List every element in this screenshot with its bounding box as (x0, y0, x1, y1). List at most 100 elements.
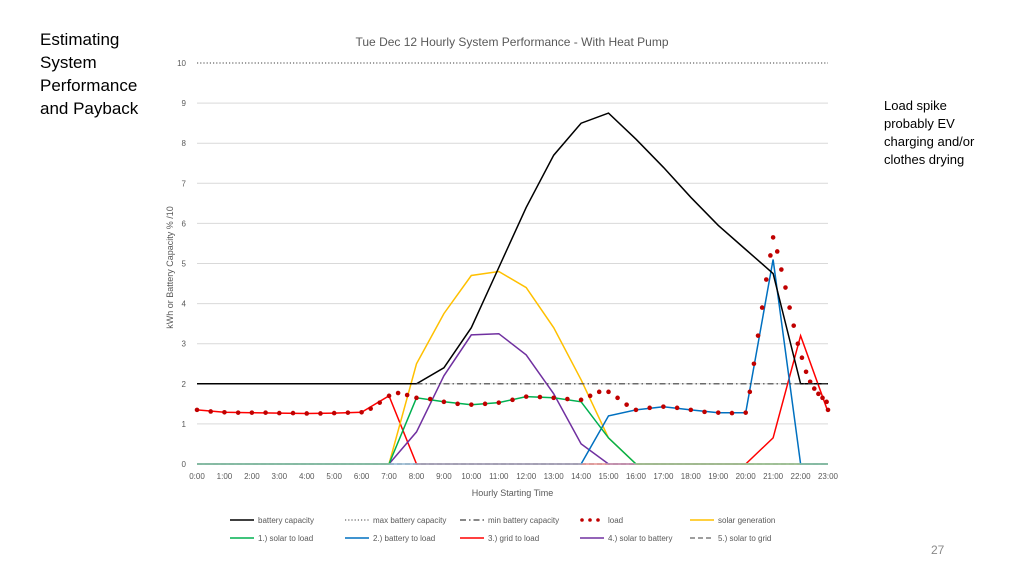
legend-swatch-dot (580, 518, 584, 522)
load-point (496, 400, 502, 405)
x-tick-label: 7:00 (381, 472, 397, 481)
legend-item: solar generation (690, 516, 775, 525)
slide-title-line: and Payback (40, 99, 139, 118)
load-point (551, 395, 556, 401)
x-tick-label: 23:00 (818, 472, 839, 481)
series-solar-to-battery-line (197, 332, 828, 465)
load-point (537, 394, 543, 400)
legend-item: 4.) solar to battery (580, 534, 672, 543)
legend-item: min battery capacity (460, 516, 559, 525)
load-point (235, 410, 241, 415)
x-tick-label: 14:00 (571, 472, 592, 481)
x-tick-label: 1:00 (217, 472, 233, 481)
x-tick-label: 12:00 (516, 472, 537, 481)
load-point (795, 341, 801, 347)
load-point (755, 333, 761, 338)
load-point (729, 410, 735, 416)
load-point (661, 404, 666, 409)
legend-swatch-dot (588, 518, 592, 522)
legend-label: 4.) solar to battery (608, 534, 672, 543)
x-tick-label: 8:00 (409, 472, 425, 481)
page-number: 27 (931, 543, 945, 557)
load-point (615, 395, 620, 401)
y-axis-label: kWh or Battery Capacity % /10 (165, 206, 175, 329)
chart-title: Tue Dec 12 Hourly System Performance - W… (356, 35, 669, 49)
load-point (331, 410, 337, 416)
y-tick-label: 2 (182, 380, 187, 389)
y-axis-label-part: or (165, 298, 175, 309)
legend-item: 5.) solar to grid (690, 534, 771, 543)
load-point (799, 355, 805, 361)
load-point (633, 407, 639, 413)
load-point (807, 379, 813, 385)
y-tick-label: 10 (177, 59, 186, 68)
annotation-note-line: clothes drying (884, 152, 965, 167)
legend-label: 1.) solar to load (258, 534, 313, 543)
load-point (596, 389, 602, 395)
x-tick-label: 10:00 (461, 472, 482, 481)
x-tick-label: 21:00 (763, 472, 784, 481)
series-battery-capacity-line (197, 112, 828, 385)
load-point (803, 369, 809, 375)
load-point (249, 410, 255, 415)
load-point (469, 402, 474, 407)
x-tick-label: 13:00 (544, 472, 565, 481)
load-point (791, 323, 797, 328)
x-tick-label: 17:00 (653, 472, 674, 481)
x-tick-label: 4:00 (299, 472, 315, 481)
load-point (825, 407, 831, 413)
load-point (277, 410, 282, 416)
load-point (368, 406, 373, 411)
y-tick-label: 4 (182, 300, 187, 309)
load-point (688, 407, 694, 413)
legend-item: max battery capacity (345, 516, 446, 525)
load-point (816, 391, 821, 397)
series-load (194, 235, 831, 416)
load-point (779, 267, 784, 272)
legend-label: min battery capacity (488, 516, 559, 525)
load-point (510, 397, 515, 403)
annotation-note-line: Load spike (884, 98, 947, 113)
x-tick-label: 3:00 (272, 472, 288, 481)
load-point (824, 399, 829, 405)
slide-title-line: System (40, 53, 97, 72)
series-solar-generation-line (197, 270, 828, 465)
x-tick-label: 11:00 (489, 472, 509, 481)
load-point (768, 253, 773, 258)
slide-title: Estimating System Performance and Payback (40, 28, 170, 120)
load-point (386, 393, 392, 399)
legend-label: solar generation (718, 516, 775, 525)
load-point (427, 396, 433, 402)
load-point (647, 405, 652, 411)
x-tick-label: 15:00 (599, 472, 620, 481)
load-point (747, 389, 753, 395)
load-point (770, 235, 776, 240)
x-tick-label: 22:00 (791, 472, 812, 481)
load-point (606, 389, 611, 395)
slide-title-line: Performance (40, 76, 138, 95)
series-solar-to-load-line (197, 395, 828, 465)
y-tick-label: 1 (182, 420, 187, 429)
load-point (208, 409, 214, 414)
load-point (565, 396, 570, 402)
series-battery-to-load-line (197, 259, 828, 465)
load-point (587, 393, 593, 399)
y-tick-label: 9 (182, 99, 187, 108)
annotation-note-line: probably EV (884, 116, 955, 131)
legend-label: 3.) grid to load (488, 534, 539, 543)
legend-label: load (608, 516, 623, 525)
x-tick-label: 5:00 (326, 472, 342, 481)
legend-label: battery capacity (258, 516, 314, 525)
load-point (222, 409, 227, 415)
x-tick-label: 9:00 (436, 472, 452, 481)
annotation-note: Load spike probably EV charging and/or clot… (884, 97, 1004, 169)
load-point (345, 410, 351, 415)
load-point (304, 411, 310, 416)
load-point (820, 395, 825, 401)
load-point (318, 411, 323, 416)
slide-title-line: Estimating (40, 30, 120, 49)
legend-item: load (580, 516, 623, 525)
load-point (702, 409, 707, 415)
y-tick-label: 5 (182, 260, 187, 269)
